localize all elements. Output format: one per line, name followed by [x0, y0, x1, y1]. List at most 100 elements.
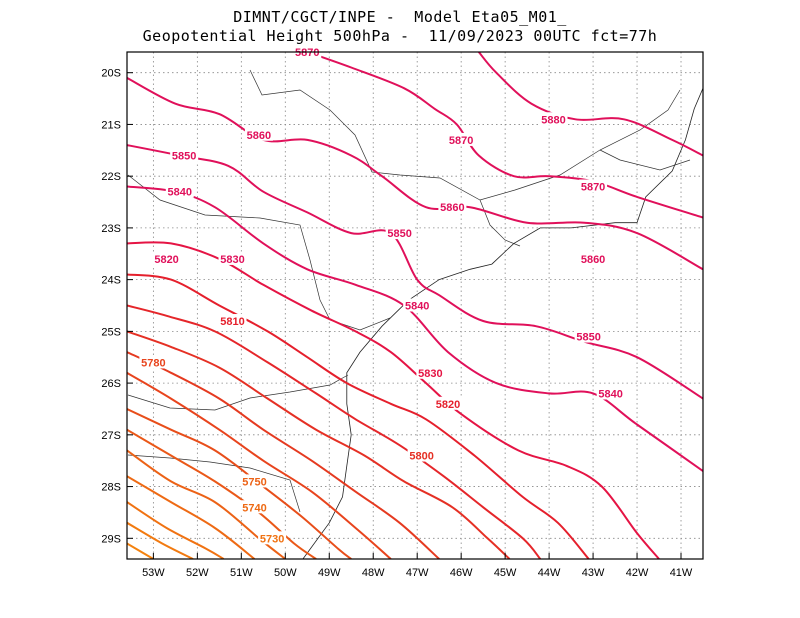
latitude-axis: 20S 21S 22S 23S 24S 25S 26S 27S 28S 29S — [101, 68, 133, 545]
contour-label: 5860 — [440, 202, 464, 214]
y-tick-label: 24S — [101, 275, 121, 287]
contour-5810 — [127, 304, 542, 559]
contour-label: 5830 — [418, 368, 442, 380]
contour-label-bg — [579, 251, 608, 265]
contour-labels: 5870 5880 5870 5860 5850 5840 5860 5870 5850 5860… — [139, 45, 625, 545]
contour-label: 5860 — [581, 254, 605, 266]
contour-label: 5810 — [220, 316, 244, 328]
state-border — [599, 149, 691, 171]
state-border — [127, 454, 301, 513]
x-tick-label: 41W — [670, 567, 693, 579]
contour-5790 — [127, 351, 440, 559]
y-tick-label: 22S — [101, 171, 121, 183]
contour-label-bg — [407, 448, 436, 462]
x-tick-label: 47W — [406, 567, 429, 579]
coastline-path — [302, 88, 704, 560]
contour-5870 — [306, 52, 703, 219]
contour-5800 — [127, 330, 511, 559]
contour-label: 5830 — [220, 254, 244, 266]
contour-5720 — [127, 521, 194, 559]
contour-label: 5750 — [242, 476, 266, 488]
contour-label: 5860 — [247, 130, 271, 142]
contour-5780 — [127, 371, 392, 559]
contour-label: 5840 — [168, 187, 192, 199]
contour-label-bg — [539, 112, 568, 126]
contour-label-bg — [152, 251, 181, 265]
contour-label-bg — [139, 355, 168, 369]
contour-label: 5730 — [260, 533, 284, 545]
longitude-axis: 53W 52W 51W 50W 49W 48W 47W 46W 45W 44W 43W 42W 41W — [142, 553, 693, 579]
contour-5710 — [127, 542, 154, 559]
contour-label: 5870 — [581, 182, 605, 194]
contour-label-bg — [447, 132, 476, 146]
contour-label: 5850 — [172, 150, 196, 162]
state-border — [127, 374, 349, 411]
contour-5740 — [127, 475, 256, 559]
contour-label-bg — [258, 531, 287, 545]
plot-frame — [126, 51, 704, 560]
y-tick-label: 26S — [101, 378, 121, 390]
y-tick-label: 21S — [101, 119, 121, 131]
contour-label-bg — [244, 127, 273, 141]
state-border — [249, 69, 681, 201]
contour-5850 — [127, 144, 703, 400]
state-borders — [127, 69, 691, 513]
contour-5830 — [127, 241, 660, 559]
contour-label: 5850 — [387, 228, 411, 240]
contour-label: 5870 — [295, 47, 319, 59]
contour-label-bg — [385, 226, 414, 240]
y-tick-label: 25S — [101, 326, 121, 338]
y-tick-label: 29S — [101, 533, 121, 545]
contour-label: 5820 — [154, 254, 178, 266]
contour-5840 — [127, 185, 703, 472]
contour-label: 5870 — [449, 135, 473, 147]
x-tick-label: 49W — [318, 567, 341, 579]
map-title-line-1: DIMNT/CGCT/INPE - Model Eta05_M01_ — [233, 8, 567, 26]
y-tick-label: 23S — [101, 223, 121, 235]
x-tick-label: 42W — [626, 567, 649, 579]
contour-5730 — [127, 501, 225, 559]
contour-5820 — [127, 273, 590, 559]
state-border — [127, 174, 391, 331]
contour-label: 5840 — [598, 388, 622, 400]
x-tick-label: 44W — [538, 567, 561, 579]
contour-label-bg — [240, 474, 269, 488]
contour-label-bg — [240, 500, 269, 514]
contour-label: 5880 — [541, 114, 565, 126]
x-tick-label: 45W — [494, 567, 517, 579]
contour-label-bg — [438, 200, 467, 214]
contour-5750 — [127, 449, 286, 559]
y-tick-label: 28S — [101, 482, 121, 494]
contour-label-bg — [574, 329, 603, 343]
contour-lines — [127, 52, 703, 559]
contour-5860 — [127, 77, 703, 271]
contour-label: 5780 — [141, 357, 165, 369]
x-tick-label: 52W — [186, 567, 209, 579]
map-title-line-2: Geopotential Height 500hPa - 11/09/2023 … — [142, 27, 658, 45]
x-tick-label: 46W — [450, 567, 473, 579]
contour-label-bg — [433, 396, 462, 410]
contour-label: 5850 — [576, 332, 600, 344]
x-tick-label: 50W — [274, 567, 297, 579]
contour-label-bg — [218, 314, 247, 328]
y-tick-label: 27S — [101, 430, 121, 442]
contour-label-bg — [416, 365, 445, 379]
coastline — [302, 88, 704, 560]
contour-label: 5820 — [436, 399, 460, 411]
x-tick-label: 51W — [230, 567, 253, 579]
state-border — [479, 199, 521, 247]
contour-label: 5840 — [405, 301, 429, 313]
contour-label-bg — [218, 251, 247, 265]
x-tick-label: 53W — [142, 567, 165, 579]
x-tick-label: 43W — [582, 567, 605, 579]
y-tick-label: 20S — [101, 68, 121, 80]
contour-label: 5740 — [242, 502, 266, 514]
contour-label-bg — [596, 386, 625, 400]
contour-label-bg — [579, 179, 608, 193]
contour-5880 — [478, 52, 703, 157]
contour-label: 5800 — [409, 451, 433, 463]
contour-5760 — [127, 428, 317, 559]
contour-label-bg — [165, 184, 194, 198]
contour-label-bg — [403, 298, 432, 312]
x-tick-label: 48W — [362, 567, 385, 579]
